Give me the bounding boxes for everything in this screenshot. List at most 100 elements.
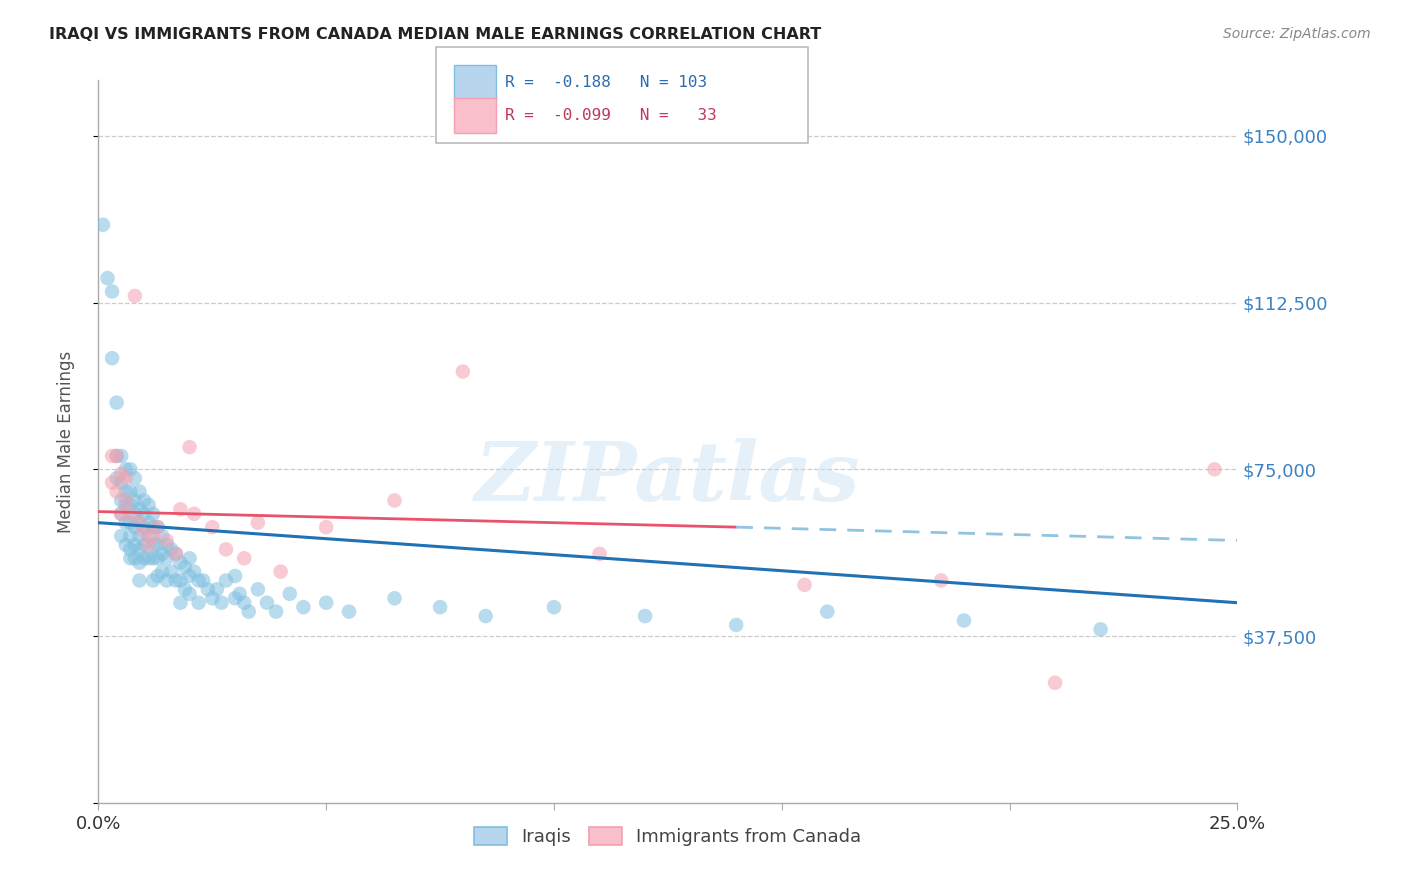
Point xyxy=(142,538,165,552)
Point xyxy=(110,507,132,521)
Point xyxy=(120,484,142,499)
Point xyxy=(138,551,160,566)
Point xyxy=(128,556,150,570)
Point xyxy=(1090,623,1112,637)
Point xyxy=(233,551,256,566)
Point xyxy=(105,471,128,485)
Point xyxy=(120,498,142,512)
Point xyxy=(246,516,269,530)
Point xyxy=(187,574,209,588)
Point xyxy=(179,440,201,454)
Point xyxy=(128,542,150,557)
Point xyxy=(124,538,146,552)
Point xyxy=(1204,462,1226,476)
Point xyxy=(142,529,165,543)
Point xyxy=(110,507,132,521)
Point xyxy=(138,538,160,552)
Point xyxy=(132,551,155,566)
Point xyxy=(101,351,124,366)
Point xyxy=(193,574,215,588)
Point xyxy=(156,533,179,548)
Point xyxy=(169,556,191,570)
Point xyxy=(150,529,173,543)
Point xyxy=(124,471,146,485)
Point xyxy=(128,516,150,530)
Point xyxy=(1043,675,1066,690)
Point xyxy=(146,569,169,583)
Point xyxy=(543,600,565,615)
Point xyxy=(474,609,496,624)
Point xyxy=(174,582,197,597)
Point xyxy=(150,547,173,561)
Point xyxy=(156,538,179,552)
Point xyxy=(105,484,128,499)
Point xyxy=(114,538,136,552)
Point xyxy=(120,516,142,530)
Point xyxy=(101,449,124,463)
Point xyxy=(128,484,150,499)
Point xyxy=(120,542,142,557)
Point xyxy=(156,551,179,566)
Point xyxy=(120,507,142,521)
Point xyxy=(142,574,165,588)
Point xyxy=(124,551,146,566)
Point xyxy=(120,462,142,476)
Point xyxy=(292,600,315,615)
Point xyxy=(256,596,278,610)
Point xyxy=(101,475,124,490)
Point xyxy=(238,605,260,619)
Point xyxy=(209,596,232,610)
Text: R =  -0.188   N = 103: R = -0.188 N = 103 xyxy=(505,76,707,90)
Point xyxy=(384,591,406,606)
Text: Source: ZipAtlas.com: Source: ZipAtlas.com xyxy=(1223,27,1371,41)
Text: R =  -0.099   N =   33: R = -0.099 N = 33 xyxy=(505,108,717,122)
Point xyxy=(174,560,197,574)
Point xyxy=(146,538,169,552)
Point xyxy=(169,502,191,516)
Point xyxy=(169,596,191,610)
Point xyxy=(224,569,246,583)
Point xyxy=(201,591,224,606)
Point xyxy=(451,364,474,378)
Point xyxy=(142,551,165,566)
Point xyxy=(120,529,142,543)
Point xyxy=(337,605,360,619)
Point xyxy=(246,582,269,597)
Point xyxy=(953,614,976,628)
Point xyxy=(315,520,337,534)
Point xyxy=(634,609,657,624)
Point xyxy=(224,591,246,606)
Point xyxy=(187,596,209,610)
Point xyxy=(114,493,136,508)
Point xyxy=(270,565,292,579)
Point xyxy=(725,618,748,632)
Point xyxy=(179,587,201,601)
Point xyxy=(160,565,183,579)
Point xyxy=(156,574,179,588)
Point xyxy=(183,565,205,579)
Point xyxy=(165,547,187,561)
Point xyxy=(205,582,228,597)
Point xyxy=(128,574,150,588)
Point xyxy=(142,520,165,534)
Point xyxy=(429,600,451,615)
Point xyxy=(128,516,150,530)
Point xyxy=(183,507,205,521)
Point xyxy=(929,574,952,588)
Point xyxy=(128,502,150,516)
Point xyxy=(315,596,337,610)
Text: IRAQI VS IMMIGRANTS FROM CANADA MEDIAN MALE EARNINGS CORRELATION CHART: IRAQI VS IMMIGRANTS FROM CANADA MEDIAN M… xyxy=(49,27,821,42)
Y-axis label: Median Male Earnings: Median Male Earnings xyxy=(56,351,75,533)
Point xyxy=(114,484,136,499)
Point xyxy=(105,395,128,409)
Point xyxy=(114,471,136,485)
Point xyxy=(132,507,155,521)
Point xyxy=(150,565,173,579)
Point xyxy=(114,516,136,530)
Point xyxy=(179,569,201,583)
Point xyxy=(160,542,183,557)
Point xyxy=(215,542,238,557)
Point xyxy=(124,493,146,508)
Point xyxy=(165,547,187,561)
Point xyxy=(138,516,160,530)
